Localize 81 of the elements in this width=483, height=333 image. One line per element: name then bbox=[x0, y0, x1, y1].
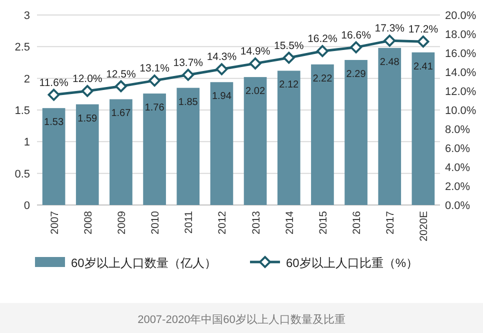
data-label: 17.3% bbox=[374, 22, 405, 35]
x-tick-label: 2014 bbox=[284, 210, 296, 234]
x-tick-label: 2010 bbox=[150, 210, 162, 234]
y-tick-label: 3 bbox=[24, 10, 30, 22]
bar bbox=[76, 104, 99, 205]
point bbox=[48, 88, 60, 101]
point bbox=[417, 36, 430, 48]
y-tick-label: 1.5 bbox=[14, 105, 30, 117]
bar bbox=[277, 70, 300, 205]
bar bbox=[210, 82, 234, 205]
x-tick-label: 2020E bbox=[418, 211, 430, 242]
data-label: 1.53 bbox=[44, 117, 64, 128]
y2-tick-label: 6.0% bbox=[445, 143, 470, 155]
data-label: 13.1% bbox=[140, 62, 170, 75]
y2-tick-label: 8.0% bbox=[445, 124, 470, 136]
y2-tick-label: 10.0% bbox=[445, 105, 476, 117]
bar bbox=[143, 94, 166, 205]
x-tick-label: 2007 bbox=[48, 210, 61, 234]
bar bbox=[412, 52, 435, 205]
bar bbox=[176, 88, 200, 205]
y2-tick-label: 4.0% bbox=[445, 162, 470, 174]
text: 2007-2020年中国60岁以上人口数量及比重 bbox=[138, 313, 346, 326]
point bbox=[148, 74, 161, 87]
y2-tick-label: 14.0% bbox=[445, 67, 476, 79]
y2-tick-label: 0.0% bbox=[445, 200, 470, 212]
bar bbox=[344, 60, 368, 205]
point bbox=[81, 85, 94, 97]
data-label: 1.85 bbox=[178, 96, 198, 108]
data-label: 16.2% bbox=[308, 33, 338, 46]
x-tick-label: 2009 bbox=[116, 210, 128, 234]
data-label: 12.0% bbox=[72, 73, 102, 85]
data-label: 14.3% bbox=[206, 51, 237, 64]
point bbox=[182, 68, 194, 81]
bar bbox=[110, 99, 132, 205]
point bbox=[350, 41, 362, 54]
y-tick-label: 1 bbox=[24, 136, 30, 149]
y2-tick-label: 20.0% bbox=[445, 10, 476, 22]
bar bbox=[378, 48, 402, 205]
point bbox=[316, 45, 328, 58]
data-label: 2.02 bbox=[246, 86, 266, 98]
data-label: 2.22 bbox=[312, 73, 333, 84]
x-tick-label: 2015 bbox=[317, 210, 330, 234]
data-label: 11.6% bbox=[39, 76, 68, 89]
y-tick-label: 0.5 bbox=[14, 168, 30, 180]
x-tick-label: 2016 bbox=[351, 210, 364, 234]
bar bbox=[244, 77, 267, 205]
legend-label: 60岁以上人口比重（%） bbox=[286, 256, 418, 270]
x-tick-label: 2008 bbox=[82, 210, 94, 234]
data-label: 14.9% bbox=[240, 45, 270, 58]
data-label: 2.12 bbox=[279, 80, 300, 91]
legend-label: 60岁以上人口数量（亿人） bbox=[71, 256, 216, 270]
data-label: 17.2% bbox=[408, 24, 438, 36]
y-tick-label: 0 bbox=[24, 200, 30, 212]
data-label: 13.7% bbox=[173, 56, 204, 69]
data-label: 1.76 bbox=[144, 102, 165, 114]
y-tick-label: 2.5 bbox=[14, 42, 30, 54]
y-tick-label: 2 bbox=[24, 73, 30, 86]
y2-tick-label: 18.0% bbox=[445, 29, 476, 41]
data-label: 1.67 bbox=[111, 108, 132, 120]
data-label: 15.5% bbox=[274, 40, 304, 52]
x-tick-label: 2011 bbox=[183, 210, 196, 234]
point bbox=[114, 80, 127, 92]
point bbox=[282, 52, 295, 64]
y2-tick-label: 12.0% bbox=[445, 86, 476, 98]
x-tick-label: 2012 bbox=[216, 210, 229, 234]
data-label: 16.6% bbox=[341, 29, 371, 42]
data-label: 1.59 bbox=[78, 113, 98, 124]
point bbox=[384, 34, 396, 47]
y2-tick-label: 2.0% bbox=[445, 181, 470, 193]
x-tick-label: 2017 bbox=[384, 210, 397, 234]
point bbox=[249, 57, 262, 70]
data-label: 1.94 bbox=[212, 91, 232, 102]
data-label: 2.29 bbox=[346, 68, 366, 80]
bar bbox=[42, 108, 66, 205]
data-label: 2.41 bbox=[413, 61, 434, 72]
point bbox=[216, 63, 228, 76]
data-label: 2.48 bbox=[380, 56, 400, 68]
bar bbox=[311, 64, 334, 205]
data-label: 12.5% bbox=[106, 68, 136, 80]
y2-tick-label: 16.0% bbox=[445, 48, 476, 60]
x-tick-label: 2013 bbox=[250, 210, 262, 234]
